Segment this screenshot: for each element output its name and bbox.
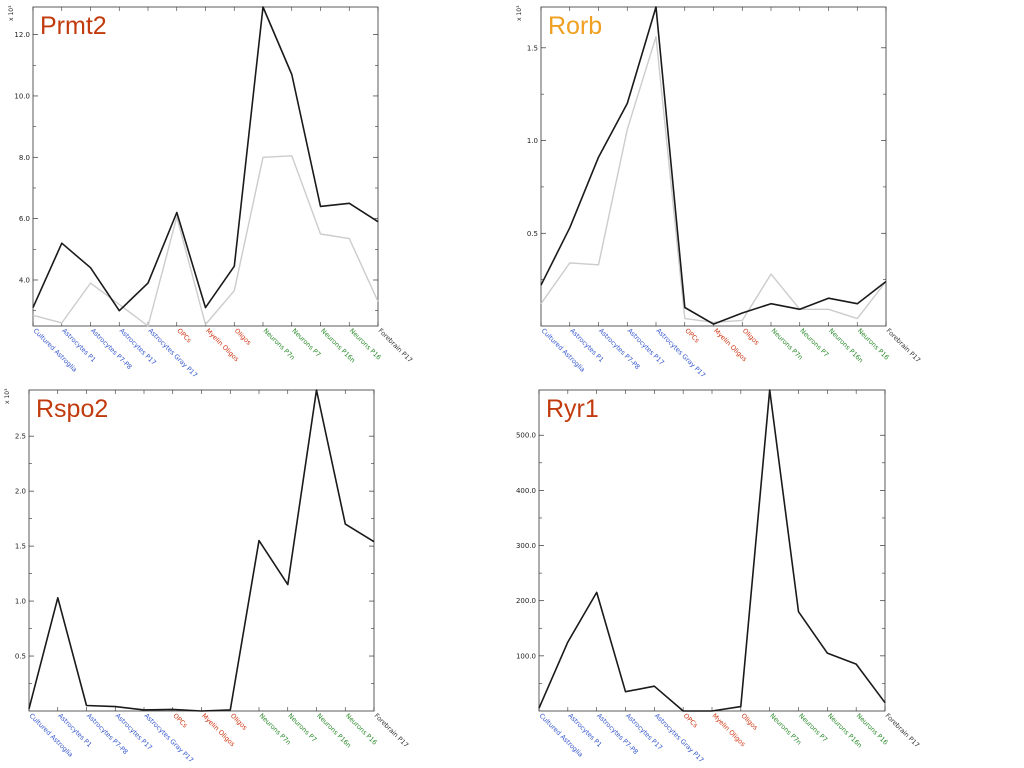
category-label: Astrocytes Gray P17	[653, 712, 705, 764]
series-line-secondary	[540, 36, 887, 323]
category-label: Astrocytes Gray P17	[143, 712, 195, 764]
axis-multiplier-label: x 10³	[8, 5, 15, 21]
series-line-primary	[540, 6, 887, 325]
category-label: OPCs	[682, 712, 700, 730]
category-label: Forebrain P17	[884, 712, 921, 749]
y-tick-label: 200.0	[516, 597, 536, 605]
y-tick-label: 2.0	[15, 488, 26, 496]
y-tick-label: 300.0	[516, 542, 536, 550]
category-label: Oligos	[739, 712, 759, 732]
plot-frame	[28, 389, 375, 712]
plot-frame	[540, 6, 887, 327]
category-label: Oligos	[229, 712, 249, 732]
category-label: Astrocytes Gray P17	[147, 327, 199, 379]
y-tick-label: 12.0	[14, 31, 30, 39]
category-label: Astrocytes Gray P17	[655, 327, 707, 379]
axis-multiplier-label: x 10³	[4, 388, 11, 404]
y-tick-label: 1.0	[527, 137, 538, 145]
category-label: Oligos	[741, 327, 761, 347]
y-tick-label: 400.0	[516, 487, 536, 495]
chart-title: Rspo2	[36, 395, 108, 423]
y-tick-label: 2.5	[15, 433, 26, 441]
category-label: OPCs	[175, 327, 193, 345]
plot-frame	[32, 6, 379, 327]
y-tick-label: 100.0	[516, 652, 536, 660]
plot-frame	[538, 389, 886, 712]
category-label: Forebrain P17	[373, 712, 410, 749]
y-tick-label: 6.0	[19, 215, 30, 223]
y-tick-label: 1.5	[15, 543, 26, 551]
y-tick-label: 0.5	[527, 230, 538, 238]
axis-multiplier-label: x 10³	[516, 5, 523, 21]
series-line-primary	[538, 389, 886, 712]
y-tick-label: 4.0	[19, 276, 30, 284]
category-label: Oligos	[233, 327, 253, 347]
chart-title: Prmt2	[40, 12, 107, 40]
chart-title: Rorb	[548, 12, 602, 40]
chart-title: Ryr1	[546, 395, 599, 423]
series-line-secondary	[32, 155, 379, 327]
y-tick-label: 1.5	[527, 44, 538, 52]
category-label: OPCs	[683, 327, 701, 345]
series-line-primary	[28, 389, 375, 712]
category-label: Forebrain P17	[377, 327, 414, 364]
y-tick-label: 500.0	[516, 432, 536, 440]
y-tick-label: 8.0	[19, 154, 30, 162]
y-tick-label: 10.0	[14, 92, 30, 100]
y-tick-label: 0.5	[15, 653, 26, 661]
category-label: Forebrain P17	[885, 327, 922, 364]
y-tick-label: 1.0	[15, 598, 26, 606]
category-label: OPCs	[171, 712, 189, 730]
series-line-primary	[32, 6, 379, 312]
